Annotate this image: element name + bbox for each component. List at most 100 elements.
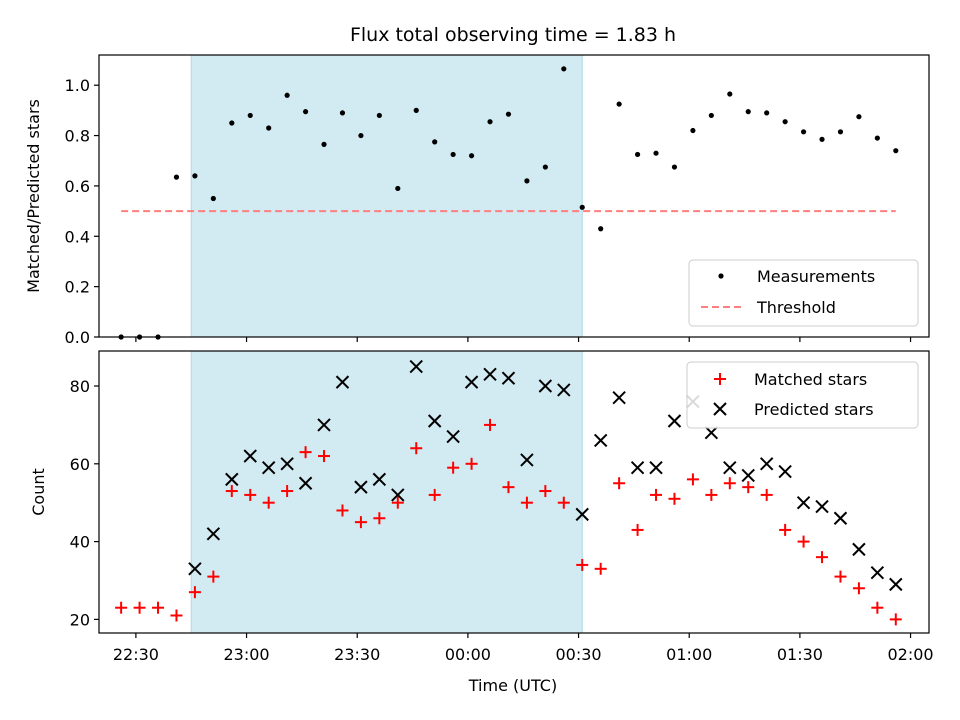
bottom-panel: 20 40 60 80 22:30 23:00 23:30 00:00 00:30 01:00 01… [29,350,934,695]
matched-stars-point [354,516,367,529]
matched-stars-point [281,485,294,498]
predicted-stars-point [612,390,626,405]
measurement-point [173,174,180,180]
matched-stars-point [502,481,515,494]
top-y-axis-label: Matched/Predicted stars [24,99,43,293]
legend-measurements-marker [718,273,724,279]
y-tick-label: 40 [70,533,90,552]
x-tick-label: 01:30 [777,645,823,664]
predicted-stars-point [778,464,792,479]
predicted-stars-point [649,460,663,475]
matched-stars-point [244,488,257,501]
legend-predicted-marker [713,402,727,416]
predicted-stars-point [298,476,313,490]
matched-stars-point [318,450,331,463]
y-tick-label: 60 [70,455,90,474]
predicted-stars-point [833,511,848,525]
matched-stars-point [336,504,349,517]
predicted-stars-point [427,414,442,428]
predicted-stars-point [723,460,737,475]
measurement-point [874,135,880,141]
predicted-stars-point [335,375,350,389]
matched-stars-point [723,477,736,490]
matched-stars-point [576,558,589,571]
matched-stars-point [852,582,865,595]
predicted-stars-point [206,527,221,541]
predicted-stars-point [188,562,202,576]
measurement-point [266,125,272,131]
measurement-point [671,164,678,170]
top-observing-span [190,54,583,338]
x-tick-label: 01:00 [666,645,712,664]
measurement-point [727,91,733,97]
predicted-stars-point [796,495,811,510]
x-tick-label: 23:00 [224,645,270,664]
measurement-point [450,151,456,158]
measurement-point [302,109,309,115]
matched-stars-point [465,457,478,470]
matched-stars-point [391,496,404,509]
y-tick-label: 0.0 [65,328,90,347]
matched-stars-point [115,601,128,614]
predicted-stars-point [667,414,682,428]
y-tick-label: 0.8 [65,127,90,146]
measurement-point [505,111,512,117]
matched-stars-point [594,562,607,575]
predicted-stars-point [704,425,719,440]
matched-stars-point [373,512,386,525]
measurement-point [653,150,659,156]
matched-stars-point [299,446,312,459]
predicted-stars-point [538,379,553,393]
measurement-point [395,185,401,192]
measurement-point [413,107,419,113]
predicted-stars-point [354,480,368,494]
matched-stars-point [889,613,902,626]
x-tick-label: 02:00 [888,645,934,664]
matched-stars-point [410,442,423,455]
matched-stars-point [834,570,847,583]
measurement-point [690,127,696,134]
legend-matched-label: Matched stars [754,370,867,389]
matched-stars-point [686,473,699,486]
predicted-stars-point [741,468,755,483]
matched-stars-point [779,523,792,536]
predicted-stars-point [889,577,903,592]
bottom-axes-frame [98,350,930,634]
predicted-stars-point [759,457,774,471]
x-axis-label: Time (UTC) [468,676,557,695]
measurement-point [893,148,899,154]
y-tick-label: 0.6 [65,177,90,196]
predicted-stars-point [593,433,608,448]
bottom-observing-span [190,350,583,634]
matched-stars-point [520,496,533,509]
measurement-point [229,120,235,126]
measurement-point [376,112,382,119]
predicted-stars-point [557,383,571,397]
measurement-point [708,112,714,119]
top-axes-frame [98,54,930,338]
matched-stars-point [650,488,663,501]
measurement-point [192,173,198,179]
y-tick-label: 1.0 [65,76,90,95]
predicted-stars-point [280,457,294,471]
matched-stars-point [760,488,773,501]
measurement-point [856,114,862,120]
matched-stars-point [207,570,220,583]
measurement-point [800,129,807,135]
chart-title: Flux total observing time = 1.83 h [350,24,676,46]
legend-predicted-label: Predicted stars [754,400,874,419]
measurement-point [210,195,216,202]
measurement-point [487,119,493,125]
measurement-point [339,110,346,116]
measurement-point [468,153,475,159]
top-legend: Measurements Threshold [688,259,919,327]
measurement-point [634,151,641,158]
x-tick-label: 23:30 [334,645,380,664]
predicted-stars-point [243,449,257,463]
predicted-stars-point [225,472,239,487]
y-tick-label: 0.4 [65,227,90,246]
y-tick-label: 0.2 [65,278,90,297]
matched-stars-point [225,485,238,498]
measurement-point [782,119,788,125]
measurement-point [819,136,825,142]
